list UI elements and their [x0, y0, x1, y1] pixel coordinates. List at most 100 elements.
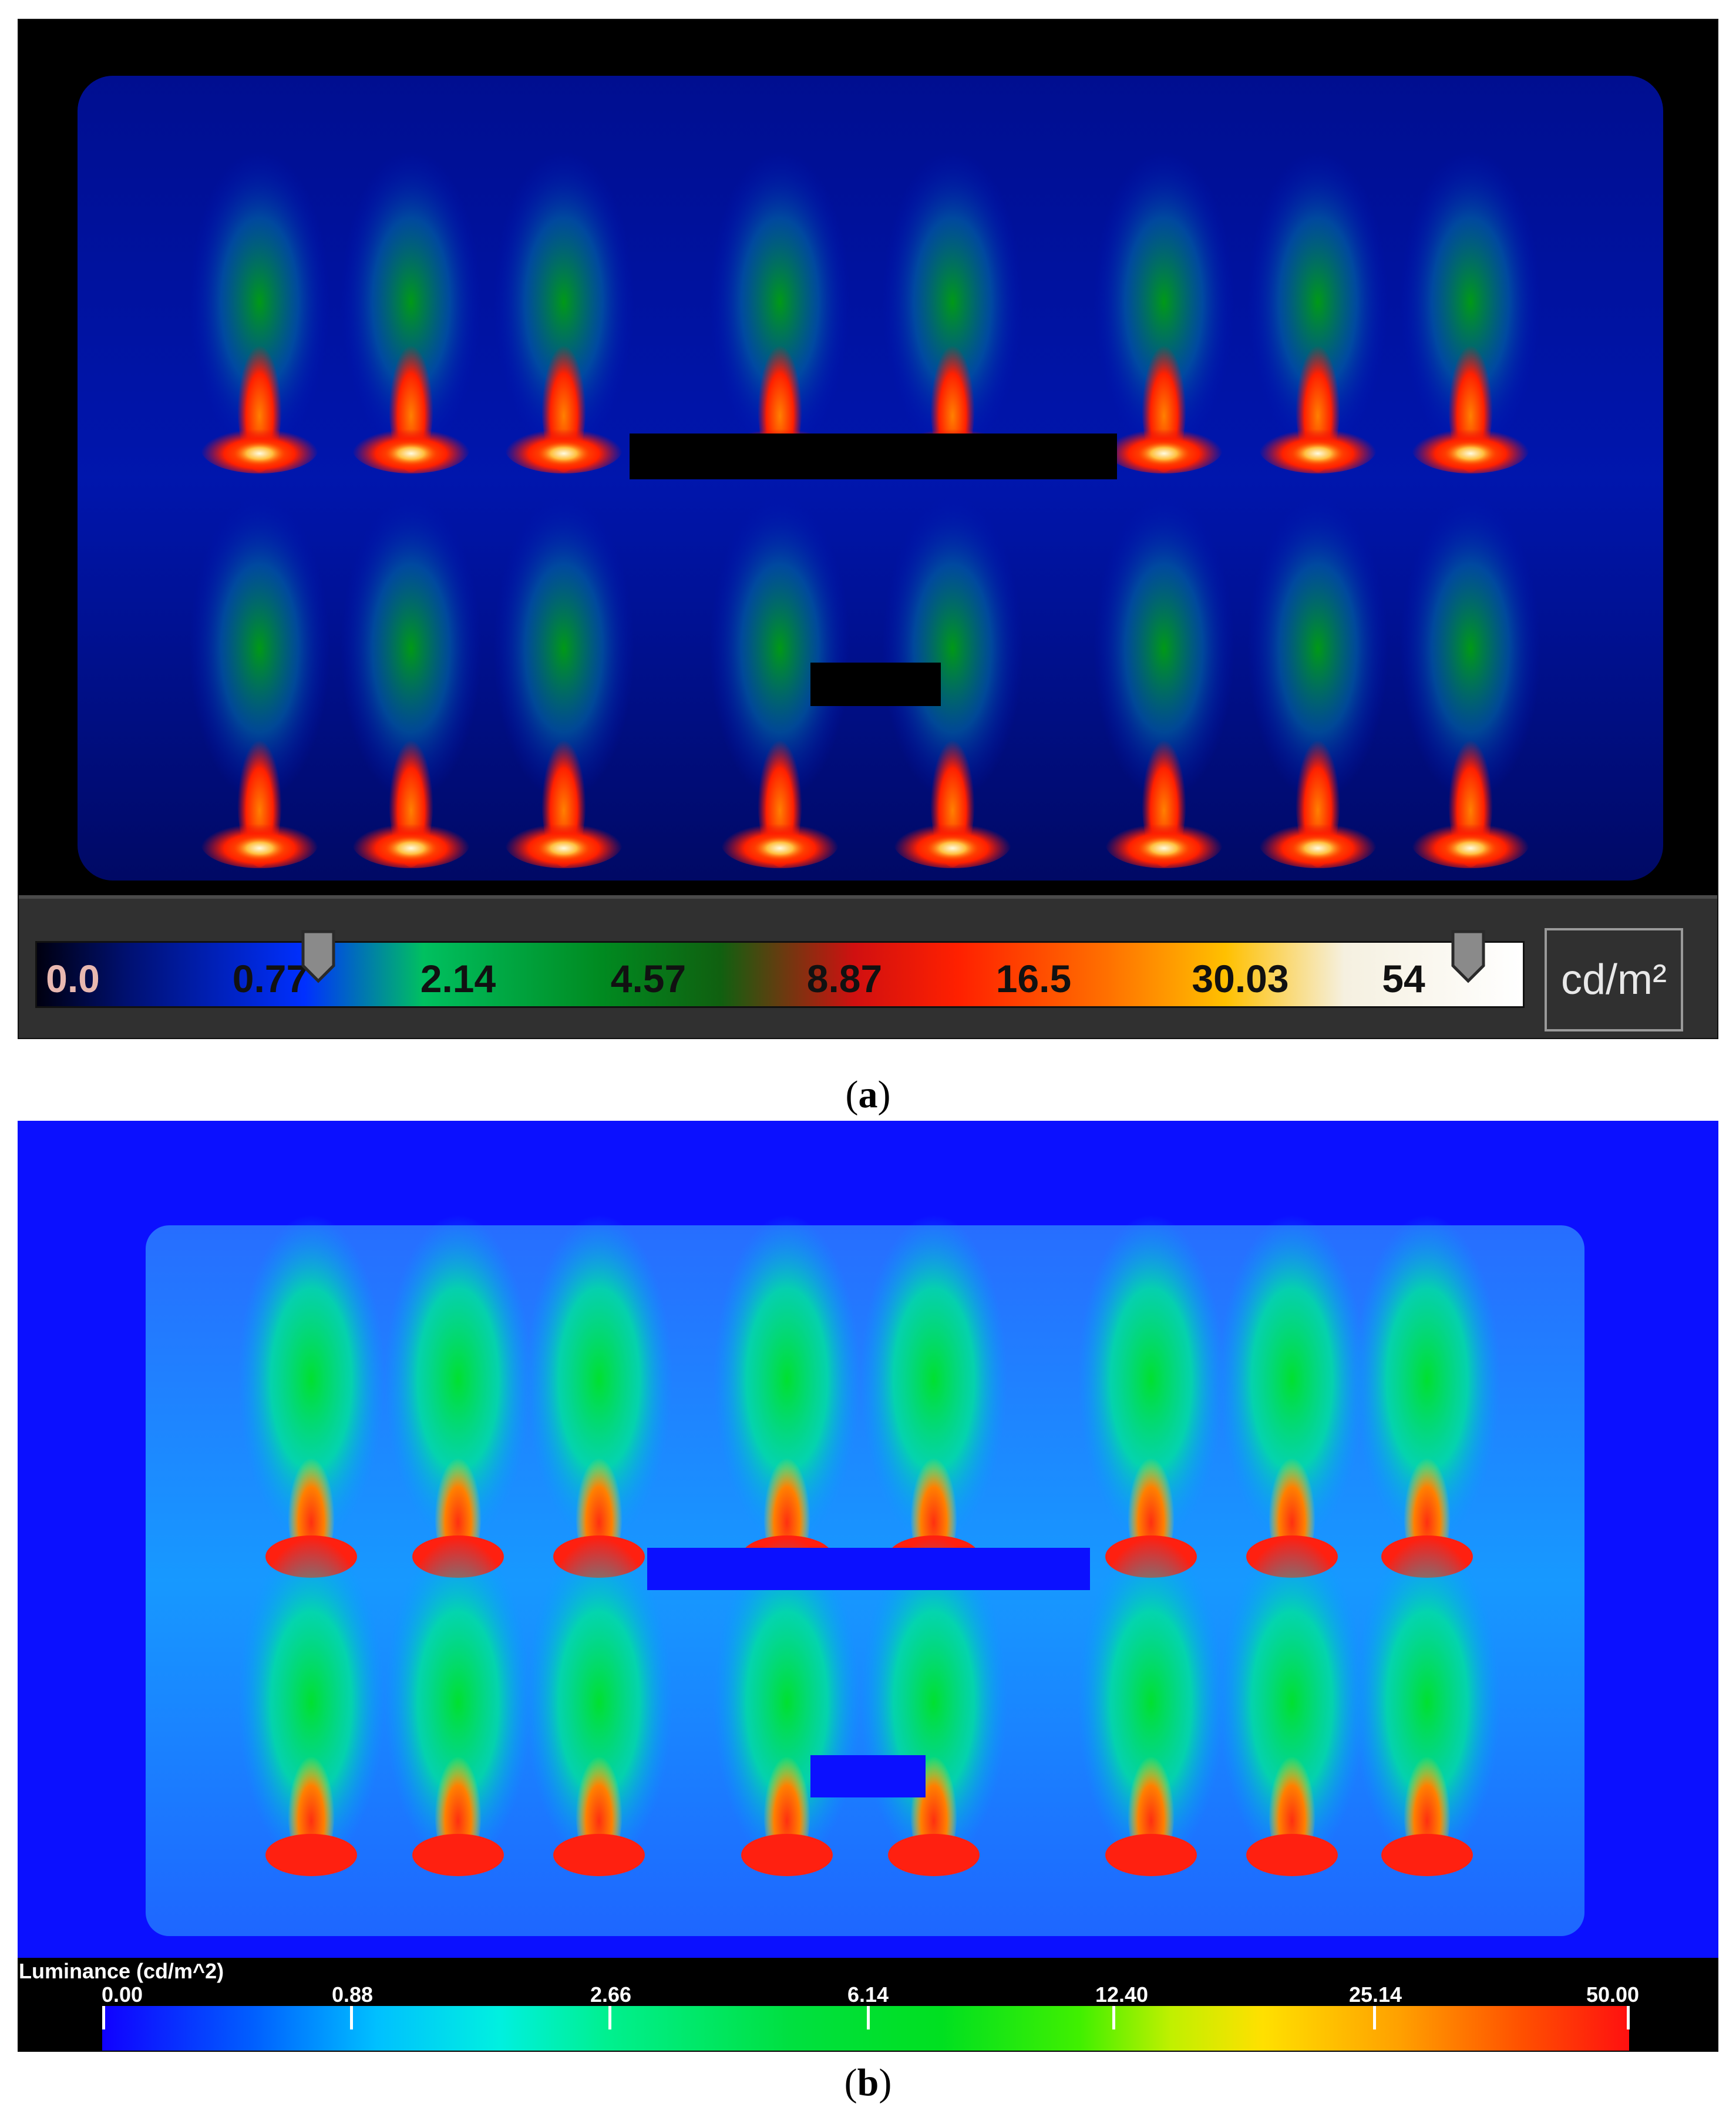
plume-glow — [1247, 149, 1388, 455]
luminaire-plume — [1354, 1538, 1501, 1876]
plume-hotspot — [1445, 442, 1496, 465]
plume-glow — [341, 496, 482, 801]
tick-label: 12.40 — [1095, 1982, 1149, 2007]
tick-label: 54 — [1382, 957, 1425, 1000]
tick-label: 8.87 — [806, 957, 883, 1000]
plume-glow — [341, 149, 482, 455]
tick-label: 0.77 — [232, 957, 308, 1000]
plume-hotspot — [385, 442, 437, 465]
plume-base — [412, 1834, 504, 1876]
plume-glow — [526, 1538, 672, 1867]
plume-hotspot — [1292, 442, 1344, 465]
tick-label: 0.88 — [331, 1982, 374, 2007]
tick-label: 30.03 — [1192, 957, 1289, 1000]
plume-hotspot — [1138, 836, 1190, 860]
plume-glow — [1247, 496, 1388, 801]
color-scale-legend-a: 0.0 0.77 2.14 4.57 8.87 16.5 30.03 54 cd… — [19, 895, 1717, 1038]
plume-glow — [1354, 1538, 1501, 1867]
plume-glow — [385, 1215, 531, 1544]
luminaire-plume — [709, 496, 850, 868]
plume-base — [888, 1834, 980, 1876]
tick-mark — [1112, 2006, 1115, 2029]
plume-hotspot — [234, 442, 285, 465]
caption-a: (a) — [845, 1073, 891, 1116]
plume-glow — [882, 496, 1023, 801]
plume-hotspot — [927, 836, 978, 860]
slider-handle-icon[interactable] — [1451, 929, 1486, 983]
luminaire-plume — [189, 149, 330, 473]
plume-glow — [1219, 1215, 1365, 1544]
luminaire-plume — [1078, 1538, 1224, 1876]
plume-glow — [1078, 1538, 1224, 1867]
plume-hotspot — [754, 836, 806, 860]
plume-base — [1105, 1834, 1197, 1876]
luminaire-plume — [493, 496, 634, 868]
tick-label: 2.66 — [590, 1982, 632, 2007]
obstruction-block-lower — [810, 1755, 926, 1797]
plume-base — [553, 1834, 645, 1876]
luminance-panel-a: 0.0 0.77 2.14 4.57 8.87 16.5 30.03 54 cd… — [18, 19, 1718, 1039]
luminaire-plume — [526, 1538, 672, 1876]
color-scale-bar-a — [35, 941, 1525, 1008]
fixture-group-b — [238, 1215, 1501, 1876]
plume-glow — [1078, 1215, 1224, 1544]
tick-mark — [350, 2006, 353, 2029]
tick-label: 25.14 — [1348, 1982, 1402, 2007]
plume-glow — [238, 1215, 385, 1544]
luminaire-plume — [189, 496, 330, 868]
plume-hotspot — [1292, 836, 1344, 860]
plume-glow — [709, 496, 850, 801]
tick-label: 0.0 — [46, 957, 100, 1000]
obstruction-block-upper — [630, 434, 1117, 479]
luminance-panel-b: Luminance (cd/m^2) 0.00 0.88 2.66 6.14 1… — [18, 1121, 1718, 2052]
color-scale-legend-b: Luminance (cd/m^2) 0.00 0.88 2.66 6.14 1… — [18, 1958, 1718, 2052]
luminaire-plume — [341, 149, 482, 473]
tick-label: 2.14 — [420, 957, 496, 1000]
tick-mark — [1373, 2006, 1376, 2029]
plume-glow — [385, 1538, 531, 1867]
luminance-render-a — [78, 76, 1663, 881]
tick-label: 16.5 — [995, 957, 1072, 1000]
luminaire-plume — [1400, 149, 1541, 473]
plume-glow — [1400, 496, 1541, 801]
plume-glow — [493, 149, 634, 455]
luminance-render-b — [146, 1215, 1584, 1936]
luminaire-plume — [882, 496, 1023, 868]
unit-button[interactable]: cd/m² — [1545, 928, 1683, 1031]
plume-glow — [1219, 1538, 1365, 1867]
luminaire-plume — [238, 1538, 385, 1876]
tick-mark — [867, 2006, 870, 2029]
plume-glow — [238, 1538, 385, 1867]
plume-glow — [493, 496, 634, 801]
plume-glow — [882, 149, 1023, 455]
plume-glow — [1094, 496, 1234, 801]
caption-b: (b) — [844, 2061, 892, 2104]
luminaire-plume — [1247, 149, 1388, 473]
plume-glow — [189, 149, 330, 455]
tick-label: 4.57 — [610, 957, 687, 1000]
plume-hotspot — [1138, 442, 1190, 465]
luminaire-plume — [1094, 496, 1234, 868]
luminaire-plume — [493, 149, 634, 473]
plume-hotspot — [234, 836, 285, 860]
fixture-group-a — [189, 149, 1541, 868]
luminaire-plume — [1094, 149, 1234, 473]
tick-label: 6.14 — [847, 1982, 889, 2007]
plume-hotspot — [1445, 836, 1496, 860]
plume-glow — [189, 496, 330, 801]
plume-base — [1381, 1834, 1473, 1876]
luminaire-plume — [1400, 496, 1541, 868]
plume-base — [1246, 1834, 1338, 1876]
color-scale-bar-b — [102, 2006, 1629, 2051]
legend-title: Luminance (cd/m^2) — [19, 1959, 224, 1983]
plume-base — [265, 1834, 357, 1876]
plume-glow — [1400, 149, 1541, 455]
plume-glow — [526, 1215, 672, 1544]
plume-base — [741, 1834, 833, 1876]
plume-glow — [709, 149, 850, 455]
luminaire-plume — [1219, 1538, 1365, 1876]
tick-mark — [1627, 2006, 1630, 2029]
slider-handle-icon[interactable] — [301, 929, 336, 983]
luminaire-plume — [1247, 496, 1388, 868]
luminaire-plume — [341, 496, 482, 868]
